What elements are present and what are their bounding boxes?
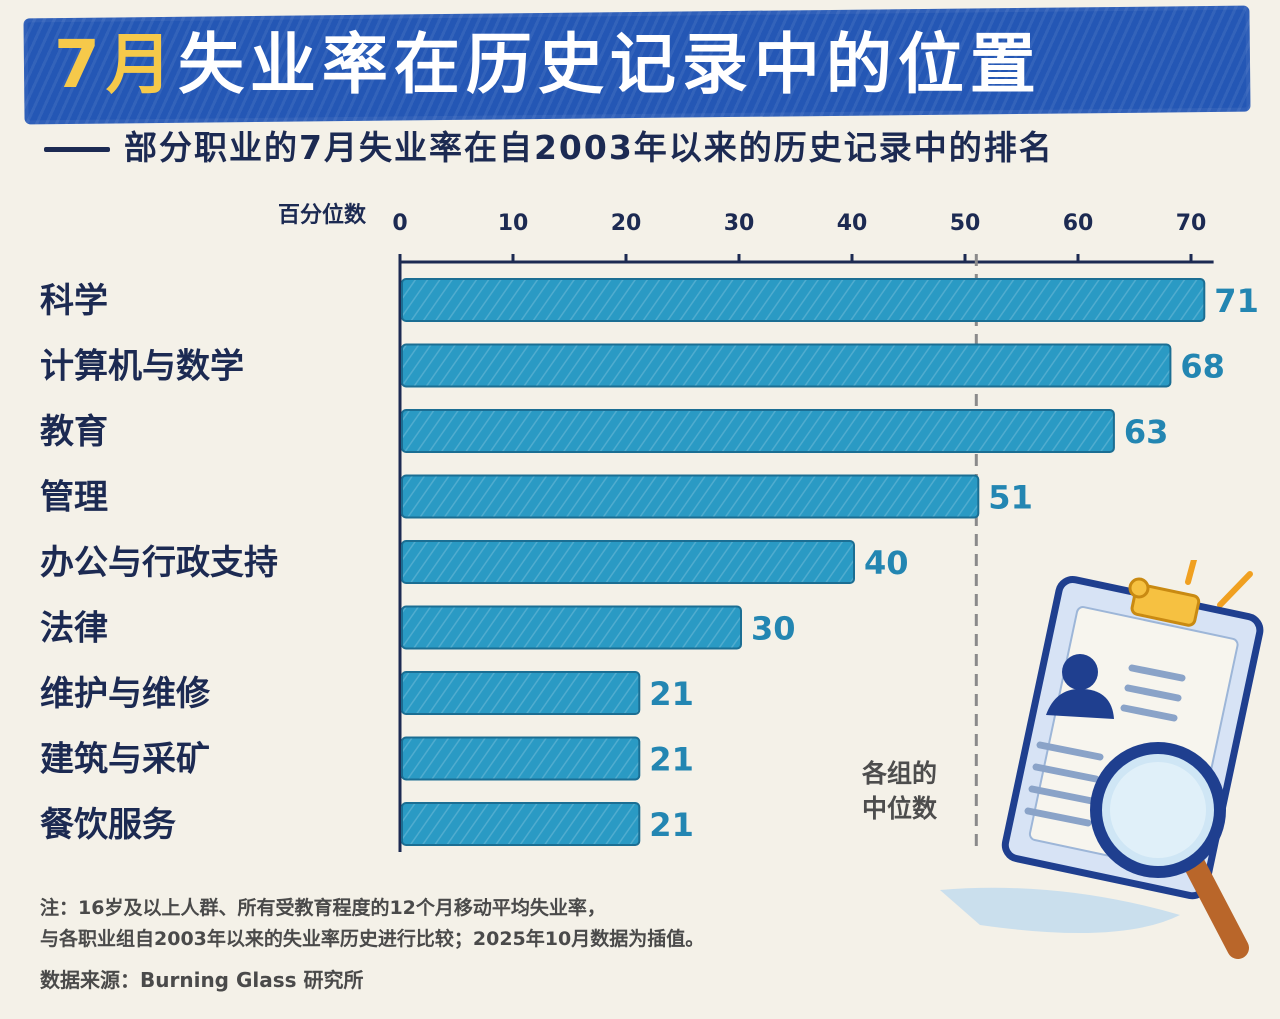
value-label: 21 — [649, 675, 694, 713]
category-label: 法律 — [40, 609, 108, 649]
bar-texture — [402, 672, 640, 714]
bar-outline — [401, 540, 855, 584]
bar-texture — [402, 410, 1114, 452]
category-label: 教育 — [40, 412, 108, 452]
bar-texture — [402, 279, 1205, 321]
value-label: 51 — [988, 479, 1033, 517]
value-label: 21 — [649, 806, 694, 844]
title-rest: 失业率在历史记录中的位置 — [177, 26, 1042, 103]
value-label: 40 — [864, 544, 909, 582]
bar-outline — [401, 605, 742, 650]
bar-texture — [402, 475, 979, 518]
bar-outline — [401, 278, 1206, 322]
bar-outline — [401, 671, 641, 715]
footnote: 注：16岁及以上人群、所有受教育程度的12个月移动平均失业率， 与各职业组自20… — [40, 893, 704, 955]
x-tick-label: 10 — [498, 211, 529, 236]
x-tick-label: 70 — [1176, 211, 1207, 236]
clipboard-magnifier-illustration — [940, 560, 1264, 959]
x-tick-label: 20 — [611, 211, 642, 236]
bar-texture — [402, 606, 741, 649]
magnifier-icon — [1090, 742, 1249, 959]
x-tick-label: 30 — [724, 211, 755, 236]
x-tick-label: 0 — [392, 211, 407, 236]
axis-title: 百分位数 — [278, 202, 367, 228]
category-label: 建筑与采矿 — [40, 740, 210, 780]
bar-texture — [402, 344, 1171, 387]
x-tick-label: 50 — [950, 211, 981, 236]
shadow-scribble — [940, 887, 1180, 933]
source-credit: 数据来源：Burning Glass 研究所 — [40, 968, 364, 992]
value-label: 21 — [649, 741, 694, 779]
bar-texture — [402, 803, 640, 845]
bar-outline — [401, 409, 1115, 453]
category-label: 办公与行政支持 — [40, 543, 278, 583]
category-label: 科学 — [40, 281, 108, 321]
category-label: 管理 — [40, 478, 108, 518]
value-label: 30 — [751, 610, 796, 648]
category-label: 计算机与数学 — [40, 347, 244, 387]
value-label: 63 — [1124, 413, 1169, 451]
value-label: 68 — [1180, 348, 1225, 386]
subtitle-dash — [44, 147, 110, 152]
note-line-2: 与各职业组自2003年以来的失业率历史进行比较；2025年10月数据为插值。 — [40, 928, 705, 950]
note-line-1: 注：16岁及以上人群、所有受教育程度的12个月移动平均失业率， — [40, 897, 606, 919]
bar-outline — [401, 474, 980, 519]
bar-texture — [402, 737, 640, 780]
median-label: 各组的中位数 — [862, 759, 938, 823]
subtitle: 部分职业的7月失业率在自2003年以来的历史记录中的排名 — [44, 126, 1054, 170]
value-label: 71 — [1214, 282, 1259, 320]
category-label: 维护与维修 — [40, 674, 211, 714]
page-title: 7月失业率在历史记录中的位置 — [54, 22, 1042, 108]
x-tick-label: 40 — [837, 211, 868, 236]
x-tick-label: 60 — [1063, 211, 1094, 236]
bar-texture — [402, 541, 854, 583]
title-highlight: 7月 — [54, 26, 178, 103]
category-label: 餐饮服务 — [40, 805, 176, 845]
bar-outline — [401, 736, 641, 781]
subtitle-text: 部分职业的7月失业率在自2003年以来的历史记录中的排名 — [124, 128, 1054, 167]
bar-outline — [401, 343, 1172, 388]
bar-outline — [401, 802, 641, 846]
